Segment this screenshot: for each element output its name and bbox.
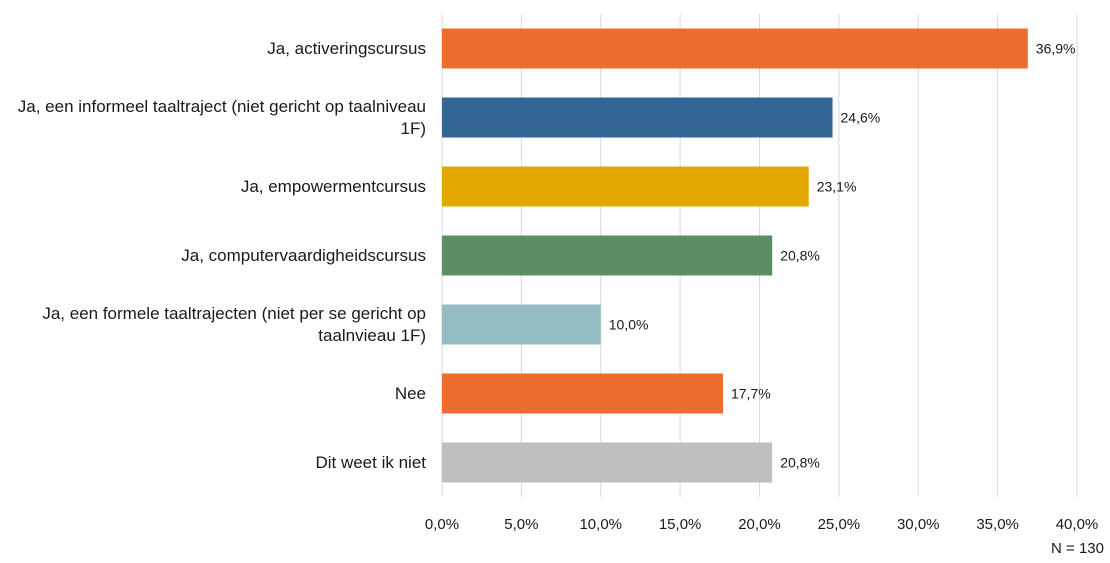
bar-value-label: 20,8%	[780, 455, 820, 471]
x-axis-ticks: 0,0% 5,0% 10,0% 15,0% 20,0% 25,0% 30,0% 35,0% 40…	[425, 516, 1098, 533]
bar	[442, 166, 809, 207]
bar-value-label: 17,7%	[731, 386, 771, 402]
category-label: Dit weet ik niet	[315, 452, 426, 472]
category-label: Ja, een informeel taaltraject (niet geri…	[17, 96, 426, 138]
bar	[442, 373, 723, 414]
x-tick-label: 30,0%	[897, 516, 940, 533]
bar-value-label: 36,9%	[1036, 41, 1076, 57]
category-label: Ja, activeringscursus	[267, 38, 426, 58]
category-label: Ja, empowermentcursus	[240, 176, 426, 196]
bar-value-label: 24,6%	[841, 110, 881, 126]
x-tick-label: 10,0%	[579, 516, 622, 533]
category-label: Ja, computervaardigheidscursus	[181, 245, 426, 265]
bar-value-label: 20,8%	[780, 248, 820, 264]
x-tick-label: 15,0%	[659, 516, 702, 533]
bar	[442, 442, 773, 483]
category-label: Ja, een formele taaltrajecten (niet per …	[42, 303, 426, 345]
value-labels: 36,9% 24,6% 23,1% 20,8% 10,0% 17,7% 20,8%	[609, 41, 1076, 471]
bar-value-label: 10,0%	[609, 317, 649, 333]
bar	[442, 28, 1028, 69]
category-label: Nee	[394, 383, 426, 403]
bar-value-label: 23,1%	[817, 179, 857, 195]
x-tick-label: 25,0%	[818, 516, 861, 533]
x-tick-label: 40,0%	[1056, 516, 1099, 533]
bars	[442, 28, 1028, 483]
bar	[442, 235, 773, 276]
bar	[442, 97, 833, 138]
bar	[442, 304, 601, 345]
x-tick-label: 20,0%	[738, 516, 781, 533]
sample-size-note: N = 130	[1051, 540, 1104, 557]
x-tick-label: 35,0%	[976, 516, 1019, 533]
x-tick-label: 0,0%	[425, 516, 459, 533]
x-tick-label: 5,0%	[504, 516, 538, 533]
